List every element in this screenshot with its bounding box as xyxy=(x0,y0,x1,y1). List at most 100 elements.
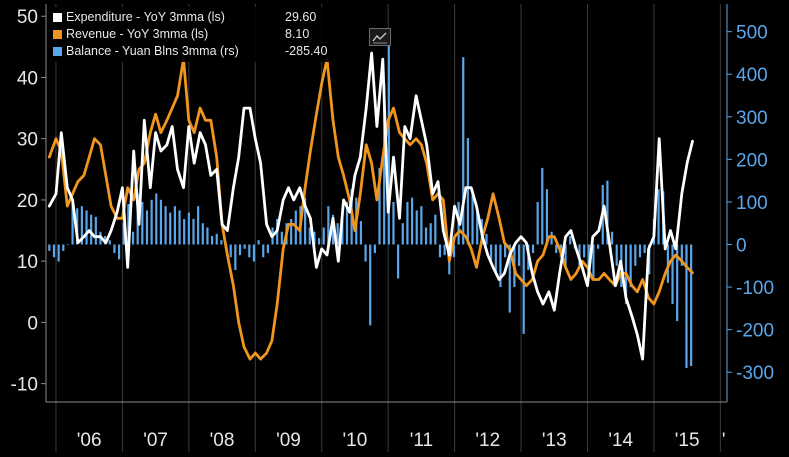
right-axis-tick-label: 0 xyxy=(736,236,747,257)
balance-bar xyxy=(248,244,251,258)
expenditure-swatch xyxy=(53,13,62,22)
balance-bar xyxy=(52,244,56,258)
balance-bar xyxy=(187,212,190,245)
right-axis-tick-label: 300 xyxy=(736,108,768,129)
left-axis-tick-label: 50 xyxy=(17,7,38,28)
balance-bar xyxy=(424,227,428,245)
right-axis-tick-label: 200 xyxy=(736,150,768,171)
balance-bar xyxy=(262,244,265,258)
balance-bar xyxy=(550,231,553,245)
balance-bar xyxy=(517,244,521,266)
balance-bar xyxy=(657,189,660,245)
balance-bar xyxy=(583,244,586,258)
balance-bar xyxy=(229,244,232,258)
balance-bar xyxy=(629,244,632,288)
balance-bar xyxy=(569,235,572,245)
legend-value-revenue: 8.10 xyxy=(285,27,310,41)
balance-bar xyxy=(452,244,456,258)
balance-bar xyxy=(85,210,88,245)
balance-bar xyxy=(80,206,83,245)
balance-bar xyxy=(141,201,144,245)
axes: 50403020100-105004003002001000-100-200-3… xyxy=(11,4,774,451)
balance-bar xyxy=(466,138,469,245)
balance-bar xyxy=(197,206,200,245)
balance-bar xyxy=(336,223,339,245)
balance-bar xyxy=(145,210,149,245)
balance-bar xyxy=(90,214,93,245)
legend-row-balance: Balance - Yuan Blns 3mma (rs) -285.40 xyxy=(53,43,327,60)
balance-bar xyxy=(327,206,330,245)
balance-bar xyxy=(429,223,432,245)
balance-bar xyxy=(555,244,558,254)
balance-bar xyxy=(536,201,539,245)
balance-bar xyxy=(238,244,242,256)
balance-bar xyxy=(373,244,376,254)
balance-bar xyxy=(159,199,163,245)
legend-label-expenditure: Expenditure - YoY 3mma (ls) xyxy=(66,10,225,24)
balance-bar xyxy=(117,244,121,260)
balance-bar xyxy=(280,231,283,245)
balance-bar xyxy=(290,218,293,245)
x-axis-tick-label: '12 xyxy=(475,430,500,451)
left-axis-tick-label: 30 xyxy=(17,130,38,151)
balance-bar xyxy=(410,197,414,245)
x-axis-tick-label: ' xyxy=(722,430,726,451)
balance-bar xyxy=(401,223,404,245)
legend-row-expenditure: Expenditure - YoY 3mma (ls) 29.60 xyxy=(53,9,327,26)
balance-bar xyxy=(680,244,683,266)
balance-bar xyxy=(378,167,381,245)
legend-label-revenue: Revenue - YoY 3mma (ls) xyxy=(66,27,209,41)
balance-bar xyxy=(676,244,679,322)
left-axis-tick-label: 0 xyxy=(27,313,38,334)
chart-cursor-icon[interactable] xyxy=(369,28,391,46)
balance-bar xyxy=(257,240,260,245)
revenue-swatch xyxy=(53,30,62,39)
balance-bar xyxy=(201,223,204,245)
balance-bar xyxy=(634,244,637,266)
balance-bar xyxy=(215,233,218,245)
left-axis-tick-label: -10 xyxy=(11,375,38,396)
balance-bar xyxy=(434,214,437,245)
balance-bar xyxy=(564,244,567,266)
balance-bar xyxy=(48,244,51,251)
balance-bar xyxy=(364,244,367,262)
x-axis-tick-label: '06 xyxy=(77,430,102,451)
balance-bar xyxy=(369,244,372,326)
trend-icon xyxy=(372,32,387,44)
balance-bar xyxy=(220,240,223,245)
balance-bar xyxy=(420,206,423,245)
balance-bar xyxy=(252,244,256,262)
balance-bar xyxy=(57,244,60,262)
left-axis-tick-label: 40 xyxy=(17,68,38,89)
balance-bar xyxy=(322,227,325,245)
balance-bar xyxy=(387,35,390,245)
balance-bar xyxy=(173,206,176,245)
legend-row-revenue: Revenue - YoY 3mma (ls) 8.10 xyxy=(53,26,327,43)
balance-bar xyxy=(108,240,111,245)
right-axis-tick-label: 400 xyxy=(736,65,768,86)
balance-bar xyxy=(183,218,186,245)
balance-bar xyxy=(531,244,535,254)
balance-bar xyxy=(503,244,507,258)
balance-bar xyxy=(406,201,409,245)
balance-bar xyxy=(164,206,167,245)
balance-bar xyxy=(317,238,321,245)
balance-bar xyxy=(476,210,479,245)
right-axis-tick-label: -200 xyxy=(736,321,774,342)
balance-bar xyxy=(62,244,65,251)
balance-bar xyxy=(415,210,418,245)
balance-bars xyxy=(48,35,693,368)
balance-bar xyxy=(638,244,642,258)
balance-bar xyxy=(443,244,446,256)
balance-bar xyxy=(169,212,172,245)
balance-bar xyxy=(206,227,209,245)
balance-bar xyxy=(66,244,70,246)
balance-bar xyxy=(592,244,595,279)
balance-bar xyxy=(155,193,158,245)
balance-bar xyxy=(615,244,618,266)
balance-bar xyxy=(178,210,181,245)
balance-bar xyxy=(234,244,237,271)
balance-bar xyxy=(471,193,474,245)
left-axis-tick-label: 20 xyxy=(17,191,38,212)
line-series xyxy=(47,51,694,361)
